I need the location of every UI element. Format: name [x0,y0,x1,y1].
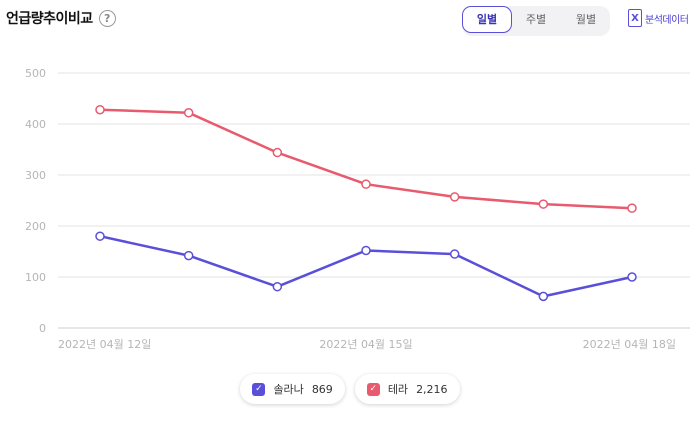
legend-item-solana[interactable]: ✓ 솔라나 869 [240,374,345,404]
legend-series-total: 2,216 [416,382,448,396]
series-line-0 [98,234,634,298]
period-toggle: 일별 주별 월별 [462,6,610,36]
data-point [538,199,549,209]
tab-weekly[interactable]: 주별 [525,13,547,26]
legend-series-name: 솔라나 [273,383,304,396]
tab-daily[interactable]: 일별 [462,6,512,33]
y-tick-label: 100 [25,271,46,284]
tab-monthly[interactable]: 월별 [575,13,597,26]
data-point [449,249,460,259]
data-point [361,245,371,256]
help-icon[interactable]: ? [98,9,116,27]
y-tick-label: 0 [39,322,46,335]
y-tick-label: 200 [25,220,46,233]
legend-item-terra[interactable]: ✓ 테라 2,216 [354,374,460,404]
data-point [449,192,460,202]
x-tick-label: 2022년 04월 15일 [319,337,412,351]
legend-series-name: 테라 [387,383,409,396]
data-point [272,147,283,158]
data-point [183,250,194,261]
x-tick-label: 2022년 04월 12일 [58,337,151,351]
legend-series-total: 869 [311,382,333,396]
x-axis-ticks: 2022년 04월 12일 2022년 04월 15일 2022년 04월 18일 [58,337,676,351]
chart-grid [58,72,690,329]
excel-icon: X [628,9,642,27]
legend: ✓ 솔라나 869 ✓ 테라 2,216 [0,374,700,404]
y-tick-label: 400 [25,118,46,131]
x-tick-label: 2022년 04월 18일 [583,337,676,351]
y-axis-ticks: 0 100 200 300 400 500 [25,67,46,335]
analysis-data-button[interactable]: X 분석데이터 [628,9,689,27]
series-points [95,104,637,302]
series-lines [98,108,634,298]
data-point [361,179,371,189]
data-point [95,104,105,115]
data-point [627,203,637,213]
data-point [538,291,549,302]
data-point [95,231,105,241]
y-tick-label: 500 [25,67,46,80]
chart-title: 언급량추이비교 ? [6,8,116,28]
checkbox-checked-icon: ✓ [366,382,380,396]
chart-title-text: 언급량추이비교 [6,11,93,27]
data-point [627,272,637,282]
checkbox-checked-icon: ✓ [252,382,266,396]
data-point [183,108,194,118]
y-tick-label: 300 [25,169,46,182]
data-point [272,281,283,292]
analysis-data-label: 분석데이터 [645,14,689,26]
